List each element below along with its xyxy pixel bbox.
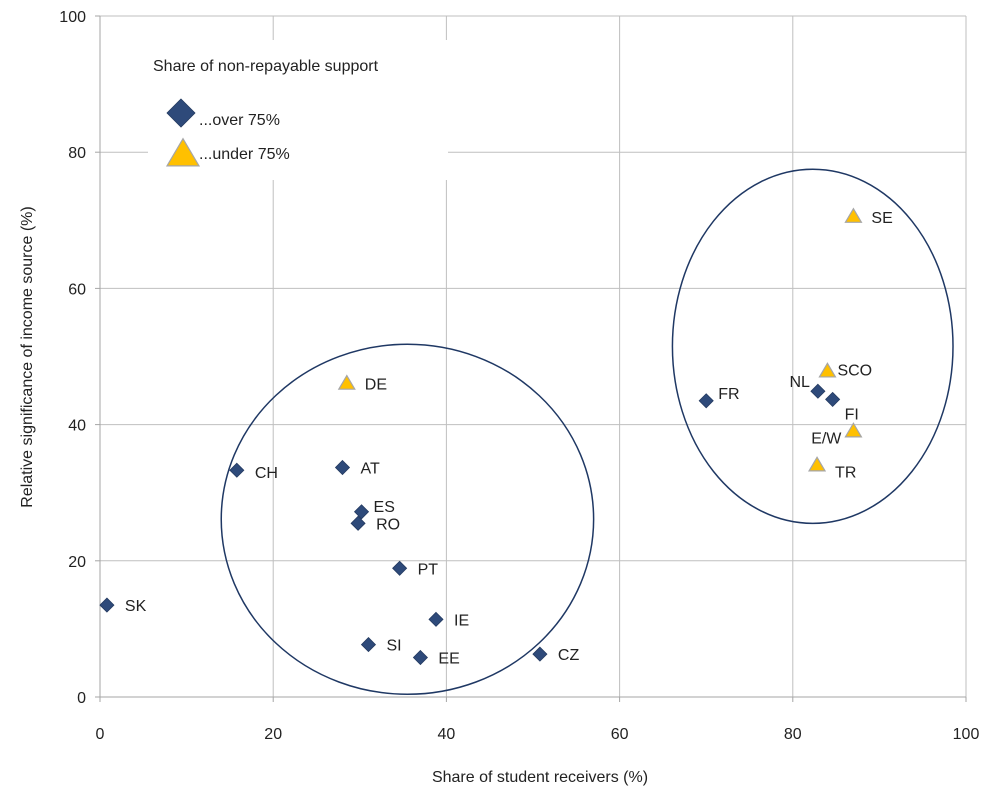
point-ro bbox=[350, 515, 366, 531]
point-label-es: ES bbox=[374, 499, 395, 516]
point-label-pt: PT bbox=[418, 561, 439, 578]
point-label-se: SE bbox=[871, 210, 892, 227]
x-tick-labels: 0 20 40 60 80 100 bbox=[96, 726, 980, 743]
point-label-sk: SK bbox=[125, 598, 147, 615]
point-sco bbox=[818, 362, 837, 378]
legend-background bbox=[148, 40, 448, 180]
point-sk bbox=[99, 597, 115, 613]
point-label-tr: TR bbox=[835, 464, 856, 481]
data-points bbox=[99, 207, 863, 666]
point-label-cz: CZ bbox=[558, 647, 580, 664]
x-axis-title: Share of student receivers (%) bbox=[432, 769, 648, 786]
point-ie bbox=[428, 611, 444, 627]
x-tick-label-100: 100 bbox=[953, 726, 980, 743]
y-tick-label-0: 0 bbox=[77, 690, 86, 707]
point-label-nl: NL bbox=[789, 374, 810, 391]
point-label-ch: CH bbox=[255, 465, 278, 482]
legend: Share of non-repayable support ...over 7… bbox=[148, 40, 448, 180]
legend-marker-over bbox=[166, 98, 196, 128]
point-fr bbox=[698, 393, 714, 409]
x-tick-label-60: 60 bbox=[611, 726, 629, 743]
point-ew bbox=[844, 422, 863, 438]
point-fi bbox=[825, 391, 841, 407]
point-label-sco: SCO bbox=[837, 362, 872, 379]
legend-label-under: ...under 75% bbox=[199, 146, 290, 163]
y-tick-label-100: 100 bbox=[59, 9, 86, 26]
legend-label-over: ...over 75% bbox=[199, 112, 280, 129]
x-tick-label-0: 0 bbox=[96, 726, 105, 743]
point-es bbox=[353, 504, 370, 520]
point-nl bbox=[810, 383, 826, 399]
x-tick-label-40: 40 bbox=[438, 726, 456, 743]
point-label-fi: FI bbox=[845, 406, 859, 423]
legend-title: Share of non-repayable support bbox=[153, 58, 379, 75]
point-label-ew: E/W bbox=[811, 430, 842, 447]
legend-marker-under bbox=[165, 137, 201, 167]
point-label-ie: IE bbox=[454, 612, 469, 629]
group-ellipse-1 bbox=[220, 343, 595, 696]
legend-entries: ...over 75% ...under 75% bbox=[165, 98, 290, 167]
point-label-ro: RO bbox=[376, 516, 400, 533]
point-ee bbox=[412, 649, 428, 666]
y-tick-label-80: 80 bbox=[68, 145, 86, 162]
point-label-de: DE bbox=[365, 377, 387, 394]
point-label-si: SI bbox=[386, 638, 401, 655]
y-axis-title: Relative significance of income source (… bbox=[19, 206, 36, 507]
point-ch bbox=[229, 462, 245, 478]
y-tick-label-20: 20 bbox=[68, 554, 86, 571]
x-tick-label-20: 20 bbox=[264, 726, 282, 743]
y-tick-label-40: 40 bbox=[68, 418, 86, 435]
y-tick-labels: 0 20 40 60 80 100 bbox=[59, 9, 86, 707]
y-tick-label-60: 60 bbox=[68, 281, 86, 298]
point-si bbox=[360, 636, 377, 653]
x-tick-label-80: 80 bbox=[784, 726, 802, 743]
axes bbox=[95, 15, 967, 702]
point-cz bbox=[532, 646, 548, 662]
group-ellipse-2 bbox=[671, 168, 954, 525]
point-label-at: AT bbox=[360, 461, 379, 478]
point-se bbox=[844, 207, 863, 223]
point-label-ee: EE bbox=[438, 651, 459, 668]
point-at bbox=[334, 459, 351, 476]
point-tr bbox=[807, 456, 827, 472]
group-ellipses bbox=[220, 168, 954, 696]
point-pt bbox=[392, 560, 408, 576]
point-label-fr: FR bbox=[718, 386, 739, 403]
point-de bbox=[337, 374, 356, 390]
